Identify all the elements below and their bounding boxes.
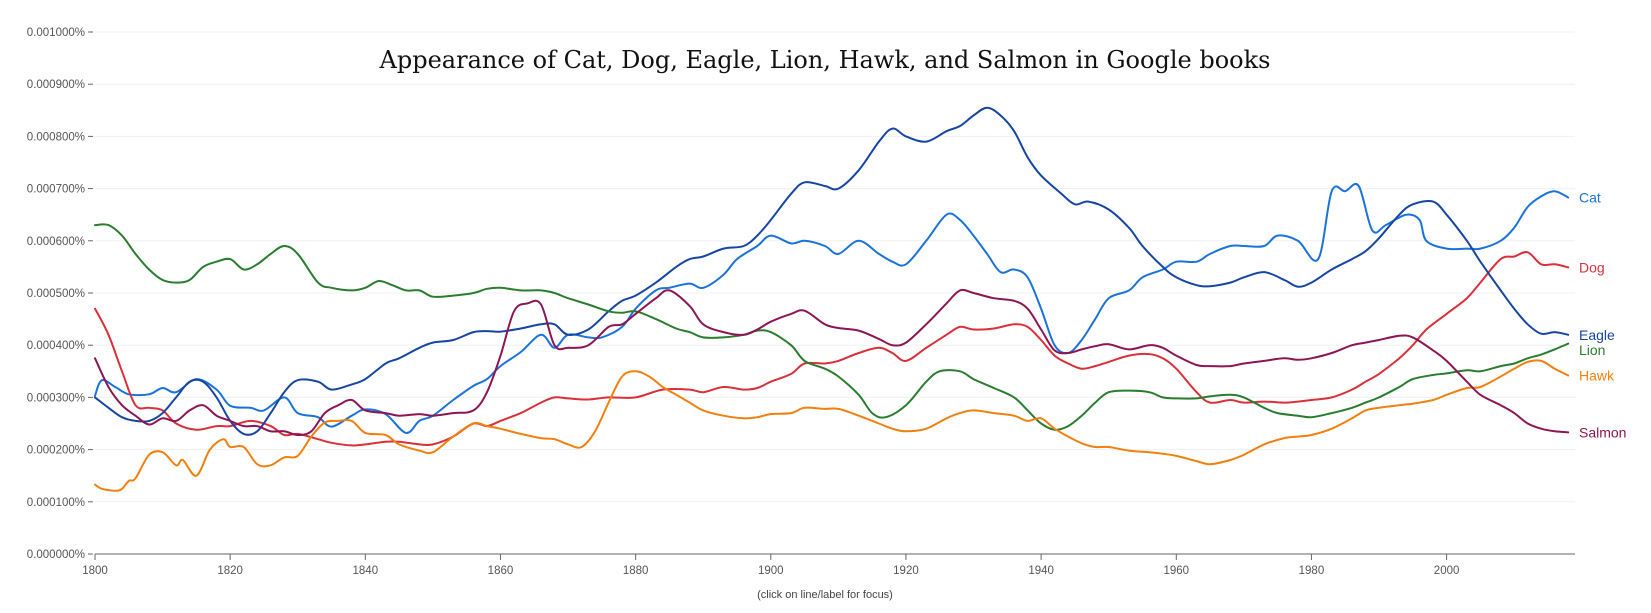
y-tick-label: 0.000500% <box>27 288 85 300</box>
series-line-dog[interactable] <box>94 251 1570 447</box>
y-axis: 0.000000% 0.000100% 0.000200% 0.000300% 0.00… <box>27 27 93 561</box>
y-tick-label: 0.000300% <box>27 392 85 404</box>
x-tick-label: 1920 <box>893 565 919 577</box>
y-tick-label: 0.000000% <box>27 549 85 561</box>
chart-title: Appearance of Cat, Dog, Eagle, Lion, Haw… <box>379 46 1271 74</box>
series-line-cat[interactable] <box>94 182 1570 434</box>
x-tick-label: 1840 <box>353 565 379 577</box>
x-tick-label: 1980 <box>1299 565 1325 577</box>
x-tick-label: 1940 <box>1028 565 1054 577</box>
series-line-hawk[interactable] <box>94 359 1570 492</box>
series-label-eagle[interactable]: Eagle <box>1579 327 1615 343</box>
series-label-hawk[interactable]: Hawk <box>1579 367 1615 383</box>
x-tick-label: 1880 <box>623 565 649 577</box>
y-tick-label: 0.000800% <box>27 131 85 143</box>
series-line-eagle[interactable] <box>94 106 1570 436</box>
series-label-cat[interactable]: Cat <box>1579 189 1601 205</box>
y-tick-label: 0.000400% <box>27 340 85 352</box>
y-tick-label: 0.000700% <box>27 184 85 196</box>
x-axis: 1800 1820 1840 1860 1880 1900 1920 1940 1960 1980… <box>82 553 1575 577</box>
y-tick-label: 0.000600% <box>27 236 85 248</box>
y-tick-label: 0.000100% <box>27 497 85 509</box>
series-lines[interactable] <box>94 106 1570 492</box>
series-label-salmon[interactable]: Salmon <box>1579 424 1626 440</box>
x-tick-label: 2000 <box>1434 565 1460 577</box>
series-label-lion[interactable]: Lion <box>1579 342 1605 358</box>
y-tick-label: 0.000200% <box>27 445 85 457</box>
x-tick-label: 1860 <box>488 565 514 577</box>
series-line-lion[interactable] <box>94 223 1570 431</box>
focus-hint: (click on line/label for focus) <box>757 589 893 601</box>
y-tick-label: 0.001000% <box>27 27 85 39</box>
gridlines <box>95 31 1575 503</box>
y-tick-label: 0.000900% <box>27 79 85 91</box>
series-line-salmon[interactable] <box>94 288 1570 436</box>
series-label-dog[interactable]: Dog <box>1579 259 1605 275</box>
x-tick-label: 1800 <box>82 565 108 577</box>
x-tick-label: 1820 <box>217 565 243 577</box>
x-tick-label: 1900 <box>758 565 784 577</box>
x-tick-label: 1960 <box>1163 565 1189 577</box>
